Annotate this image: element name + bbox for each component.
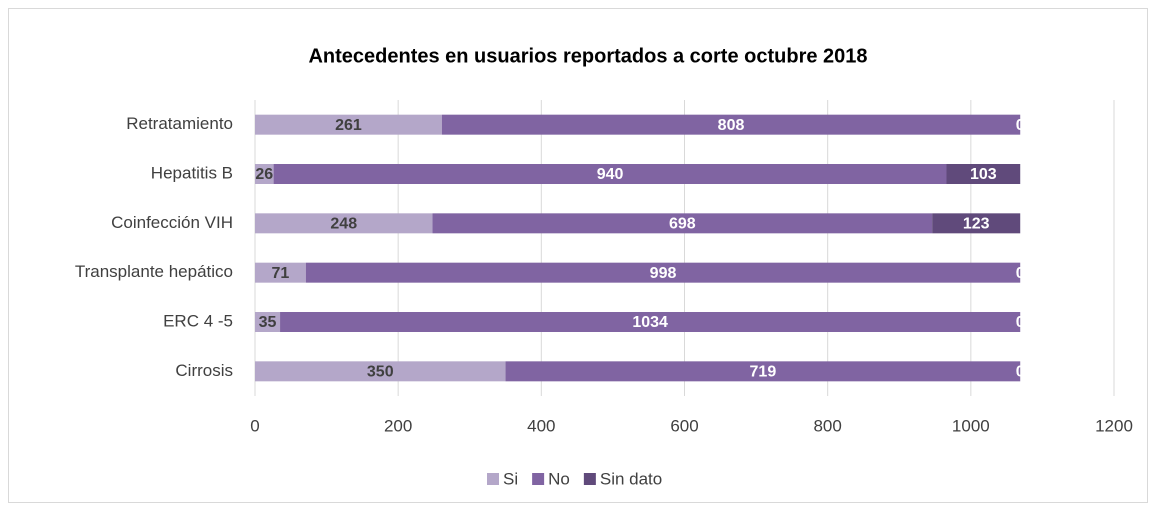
bar-segment [932,213,1021,234]
chart-title: Antecedentes en usuarios reportados a co… [308,45,867,67]
x-tick-label: 400 [527,416,555,435]
x-tick-label: 1000 [952,416,990,435]
y-tick-label: Coinfección VIH [111,213,233,232]
value-label: 0 [1016,117,1025,134]
value-label: 103 [970,166,997,183]
bar-segment [441,114,1021,135]
bar-segment [255,361,506,382]
value-label: 0 [1016,265,1025,282]
value-label: 998 [650,265,677,282]
value-label: 26 [255,166,273,183]
value-label: 350 [367,364,394,381]
value-label: 71 [272,265,290,282]
value-label: 123 [963,216,990,233]
bar-segment [505,361,1021,382]
y-tick-label: Transplante hepático [75,262,233,281]
bar-segment [432,213,933,234]
y-tick-label: ERC 4 -5 [163,311,233,330]
value-label: 719 [750,364,777,381]
chart-border [8,8,1148,503]
x-tick-label: 600 [670,416,698,435]
legend-swatch [487,473,499,485]
value-label: 1034 [632,314,668,331]
x-tick-label: 200 [384,416,412,435]
value-label: 0 [1016,364,1025,381]
bar-segment [255,114,442,135]
y-tick-label: Retratamiento [126,114,233,133]
value-label: 698 [669,216,696,233]
value-label: 0 [1016,314,1025,331]
legend-swatch [532,473,545,485]
bar-segment [946,164,1021,184]
bar-segment [280,312,1021,332]
legend-label: Sin dato [600,469,662,488]
bar-segment [255,312,281,332]
legend-label: Si [503,469,518,488]
value-label: 261 [335,117,362,134]
bar-segment [255,164,274,184]
value-label: 248 [330,216,357,233]
bar-segment [305,262,1021,283]
legend-swatch [583,473,596,485]
x-tick-label: 1200 [1095,416,1133,435]
x-tick-label: 800 [813,416,841,435]
bar-segment [255,213,433,234]
x-tick-label: 0 [250,416,259,435]
value-label: 808 [718,117,745,134]
y-tick-label: Hepatitis B [151,163,233,182]
y-tick-label: Cirrosis [175,361,233,380]
value-label: 940 [597,166,624,183]
value-label: 35 [259,314,277,331]
bar-segment [255,262,306,283]
legend-label: No [548,469,570,488]
bar-segment [273,164,947,184]
